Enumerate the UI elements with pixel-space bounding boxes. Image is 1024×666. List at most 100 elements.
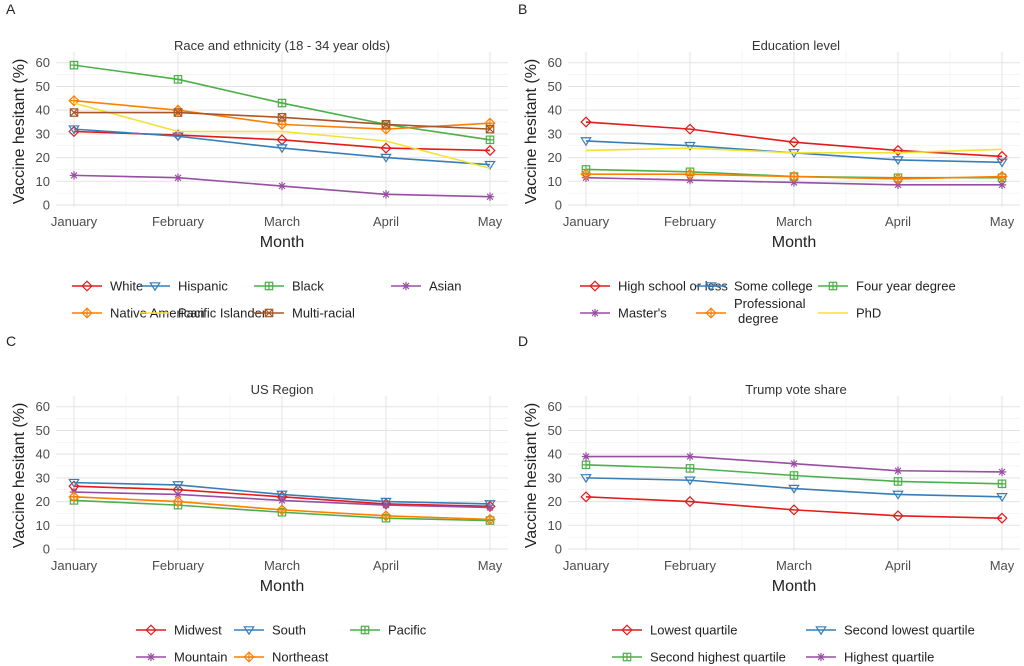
data-point	[173, 108, 183, 117]
y-tick-label: 40	[548, 103, 562, 118]
data-point	[996, 170, 1008, 183]
data-point	[684, 476, 696, 486]
legend-entry-label: Midwest	[174, 623, 222, 638]
series-group	[68, 478, 496, 526]
y-tick-label: 0	[43, 198, 50, 213]
y-tick-label: 40	[36, 103, 50, 118]
data-point	[892, 490, 904, 500]
data-point	[68, 478, 80, 488]
data-point	[380, 510, 392, 522]
panel-d: D Trump vote share 0 10 20 30 40 50 60 January Feb…	[518, 333, 1020, 665]
y-tick-label: 30	[548, 470, 562, 485]
legend-entry-label-line: degree	[738, 311, 778, 326]
x-tick-label: March	[264, 558, 300, 573]
y-tick-label: 40	[548, 447, 562, 462]
y-tick-label: 50	[36, 423, 50, 438]
x-axis-label: Month	[260, 234, 304, 251]
series-line	[585, 477, 1003, 498]
legend-entry-label: Second highest quartile	[650, 650, 786, 665]
y-tick-label: 50	[36, 79, 50, 94]
series-group	[580, 452, 1008, 524]
y-tick-label: 0	[43, 542, 50, 557]
x-tick-label: April	[373, 214, 399, 229]
series-line	[73, 102, 491, 170]
series-group	[580, 116, 1008, 190]
data-point	[277, 112, 287, 122]
legend-key-marker	[705, 282, 717, 292]
y-axis-label: Vaccine hesitant (%)	[11, 403, 28, 549]
panel-title: Race and ethnicity (18 - 34 year olds)	[174, 38, 390, 53]
data-point	[276, 144, 288, 154]
y-tick-label: 60	[548, 399, 562, 414]
x-tick-label: January	[51, 214, 98, 229]
x-tick-label: February	[152, 214, 205, 229]
x-tick-label: February	[664, 558, 717, 573]
y-tick-label: 30	[36, 126, 50, 141]
data-point	[892, 173, 904, 185]
data-point	[892, 144, 904, 157]
legend-entry-label: Asian	[429, 279, 462, 294]
legend-entry-label: White	[110, 279, 143, 294]
series-group	[68, 60, 496, 201]
data-point	[172, 132, 184, 142]
data-point	[68, 491, 80, 503]
data-point	[580, 137, 592, 147]
data-point	[484, 513, 496, 526]
legend-key-marker	[815, 626, 827, 636]
data-point	[68, 125, 80, 135]
x-tick-label: April	[885, 558, 911, 573]
data-point	[68, 95, 80, 107]
legend-entry-label: Four year degree	[856, 279, 956, 294]
x-tick-label: January	[51, 558, 98, 573]
data-point-d2	[173, 108, 183, 117]
data-point	[684, 495, 696, 508]
data-point	[580, 491, 592, 503]
y-tick-label: 10	[36, 518, 50, 533]
x-tick-label: March	[776, 558, 812, 573]
data-point	[580, 474, 592, 484]
panel-letter: D	[518, 333, 528, 349]
panel-letter: B	[518, 1, 527, 17]
x-tick-label: May	[990, 558, 1015, 573]
data-point	[276, 504, 288, 516]
legend-entry-label: Multi-racial	[292, 306, 355, 321]
data-point	[892, 156, 904, 166]
panel-title: Education level	[752, 38, 840, 53]
x-tick-label: January	[563, 214, 610, 229]
y-tick-label: 60	[548, 55, 562, 70]
legend-key-marker	[589, 280, 601, 292]
data-point	[788, 484, 800, 494]
data-point	[580, 168, 592, 180]
legend-entry-label: Mountain	[174, 650, 227, 665]
y-tick-label: 30	[36, 470, 50, 485]
y-tick-label: 40	[36, 447, 50, 462]
x-tick-label: May	[478, 214, 503, 229]
legend-key-marker	[243, 626, 255, 636]
legend: Lowest quartile Second lowest quartile Sec…	[612, 623, 975, 665]
y-axis-label: Vaccine hesitant (%)	[523, 59, 540, 205]
legend-entry-label: Black	[292, 279, 324, 294]
data-point	[996, 493, 1008, 503]
y-tick-label: 30	[548, 126, 562, 141]
x-axis-label: Month	[260, 578, 304, 595]
panel-letter: C	[6, 333, 16, 349]
data-point	[380, 142, 392, 154]
legend-key-marker	[621, 624, 633, 636]
data-point	[892, 510, 904, 522]
legend-entry-label: Pacific Islander	[178, 306, 267, 321]
legend-entry-label: Hispanic	[178, 279, 228, 294]
legend: Midwest South Pacific Mountain Northeast	[136, 623, 427, 665]
gridlines	[56, 396, 508, 551]
legend-key-marker	[81, 307, 93, 319]
legend-entry-label-line: Professional	[734, 296, 806, 311]
x-axis-label: Month	[772, 578, 816, 595]
data-point	[996, 512, 1008, 524]
series-line	[585, 496, 1003, 519]
x-tick-label: April	[373, 558, 399, 573]
legend-key-marker	[149, 282, 161, 292]
y-tick-label: 20	[548, 150, 562, 165]
legend-entry-label: High school or less	[618, 279, 728, 294]
panel-title: US Region	[251, 382, 314, 397]
